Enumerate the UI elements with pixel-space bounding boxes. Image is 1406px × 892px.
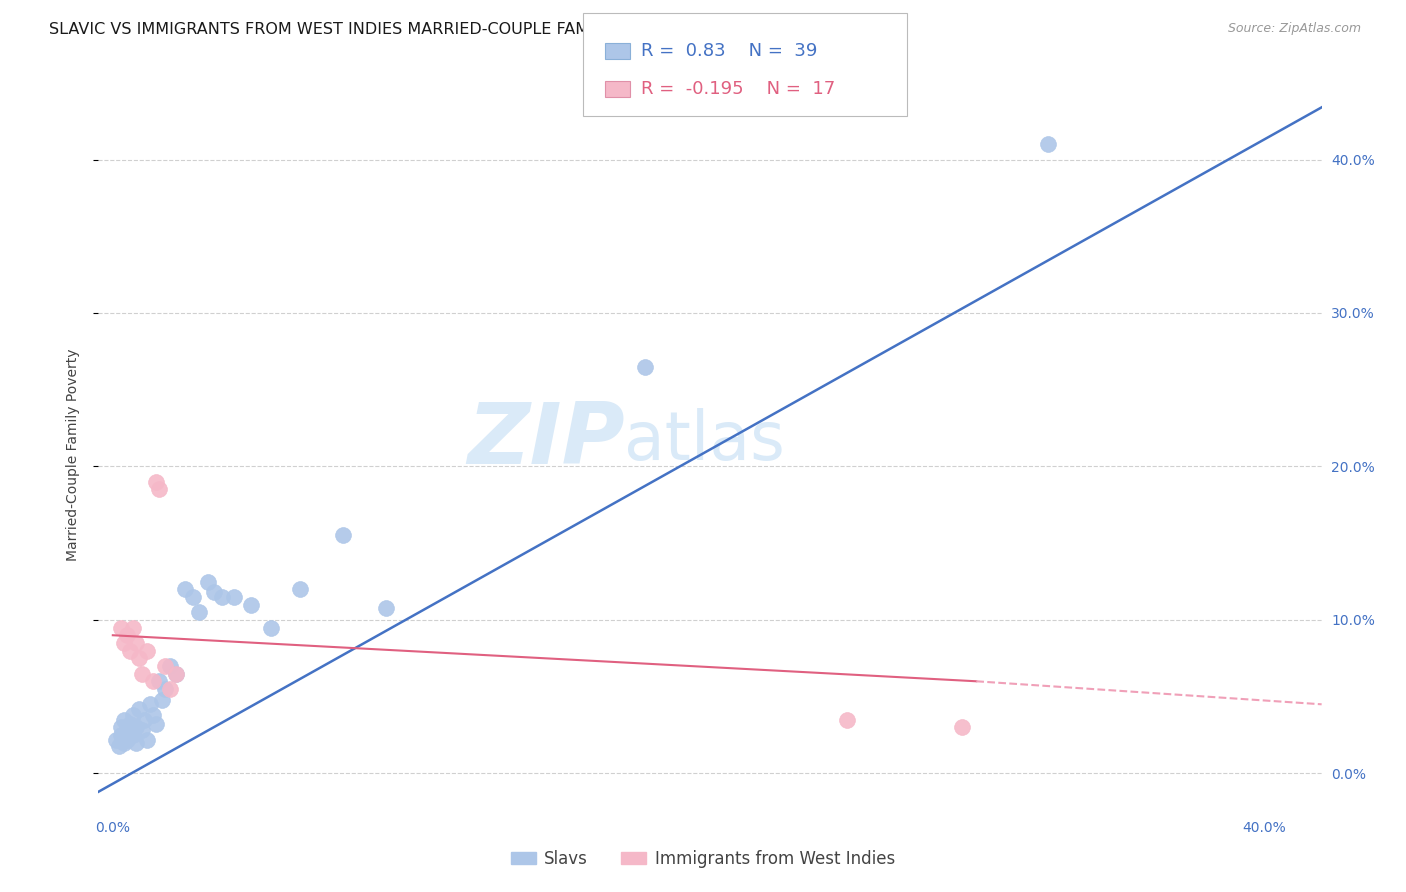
Point [115, 723, 138, 738]
Point [122, 621, 145, 635]
Point [145, 717, 167, 731]
Point [222, 590, 245, 604]
Point [136, 643, 159, 657]
Point [112, 736, 135, 750]
Point [125, 636, 148, 650]
Point [634, 359, 657, 374]
Point [145, 475, 167, 489]
Text: R =  0.83    N =  39: R = 0.83 N = 39 [641, 42, 817, 60]
Text: ZIP: ZIP [467, 399, 624, 483]
Y-axis label: Married-Couple Family Poverty: Married-Couple Family Poverty [66, 349, 80, 561]
Text: atlas: atlas [624, 408, 786, 474]
Legend: Slavs, Immigrants from West Indies: Slavs, Immigrants from West Indies [505, 844, 901, 875]
Point [288, 582, 311, 597]
Point [332, 528, 354, 542]
Point [120, 643, 142, 657]
Point [122, 708, 145, 723]
Point [131, 723, 153, 738]
Point [153, 681, 176, 696]
Point [122, 728, 145, 742]
Point [153, 659, 176, 673]
Point [104, 732, 127, 747]
Point [188, 605, 211, 619]
Point [142, 708, 165, 723]
Point [211, 590, 233, 604]
Point [134, 713, 156, 727]
Point [375, 600, 398, 615]
Point [139, 698, 162, 712]
Point [112, 713, 135, 727]
Point [183, 590, 205, 604]
Point [202, 585, 225, 599]
Point [148, 483, 170, 497]
Point [128, 651, 150, 665]
Point [835, 713, 858, 727]
Point [197, 574, 219, 589]
Point [136, 732, 159, 747]
Point [115, 732, 138, 747]
Point [107, 739, 129, 753]
Point [165, 666, 187, 681]
Point [142, 674, 165, 689]
Text: R =  -0.195    N =  17: R = -0.195 N = 17 [641, 80, 835, 98]
Point [159, 681, 181, 696]
Text: Source: ZipAtlas.com: Source: ZipAtlas.com [1227, 22, 1361, 36]
Point [125, 720, 148, 734]
Point [150, 692, 173, 706]
Text: SLAVIC VS IMMIGRANTS FROM WEST INDIES MARRIED-COUPLE FAMILY POVERTY CORRELATION : SLAVIC VS IMMIGRANTS FROM WEST INDIES MA… [49, 22, 868, 37]
Point [148, 674, 170, 689]
Point [125, 736, 148, 750]
Point [260, 621, 283, 635]
Point [110, 720, 132, 734]
Point [120, 717, 142, 731]
Point [112, 636, 135, 650]
Point [159, 659, 181, 673]
Point [110, 728, 132, 742]
Point [131, 666, 153, 681]
Point [115, 628, 138, 642]
Point [950, 720, 973, 734]
Point [173, 582, 195, 597]
Point [165, 666, 187, 681]
Point [110, 621, 132, 635]
Point [128, 702, 150, 716]
Point [239, 598, 262, 612]
Point [1038, 137, 1060, 152]
